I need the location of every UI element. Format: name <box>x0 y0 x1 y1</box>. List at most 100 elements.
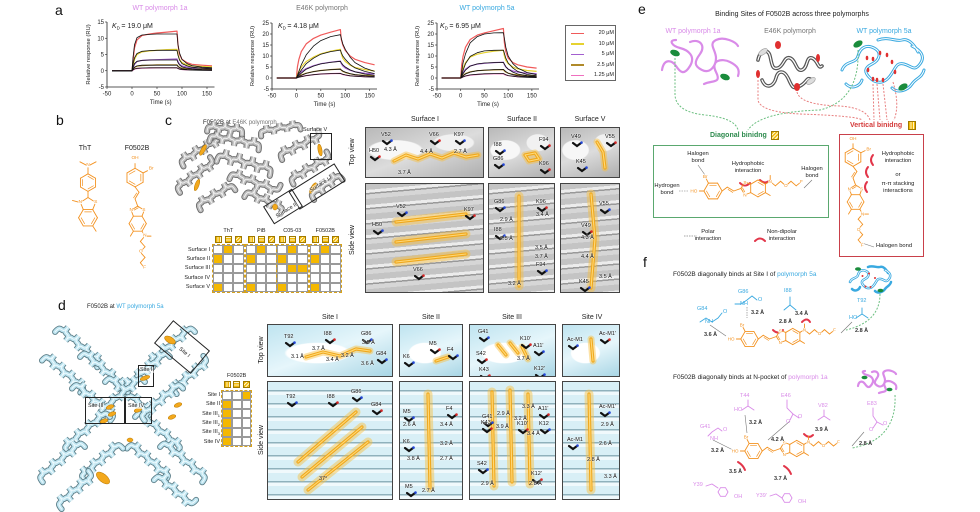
kd-value: = 19.0 μM <box>121 23 153 30</box>
residue-stick <box>454 139 466 146</box>
ligand-highlight <box>527 393 531 485</box>
table-cell <box>287 245 298 255</box>
residue-atom <box>548 428 551 431</box>
y-tick-label: 10 <box>97 36 104 42</box>
table-row-label: Site I <box>180 392 220 398</box>
residue-stick <box>376 358 388 365</box>
legend-label: 5 μM <box>601 51 614 57</box>
residue-stick <box>481 427 493 434</box>
legend-swatch <box>571 74 584 76</box>
top-view-1: K6 M5 F4 <box>399 324 463 377</box>
table-cell <box>320 254 331 264</box>
table-cell <box>233 273 244 283</box>
kd-symbol: K <box>278 23 283 30</box>
residue-stick <box>599 338 611 345</box>
residue-stick <box>478 336 490 343</box>
residue-label: V49 <box>581 223 591 229</box>
title-highlight: WT polymorph 5a <box>116 304 164 310</box>
fibril-density <box>52 325 103 371</box>
legend-item: 1.25 μM <box>566 71 617 79</box>
residue-stick <box>286 401 298 408</box>
view-render <box>286 396 383 495</box>
residue-atom <box>503 234 506 237</box>
residue-label: G86 <box>361 331 372 337</box>
kd-symbol: K <box>112 23 117 30</box>
diagonal-binding-label: Diagonal binidng <box>710 132 767 139</box>
x-tick-label: 150 <box>527 94 538 100</box>
top-view-1: I88 F94 G86 K96 <box>488 127 555 178</box>
table-cell <box>320 263 331 274</box>
distance-label: 3.2 Å <box>508 281 521 287</box>
diagonal-binding-icon <box>332 236 339 243</box>
residue-atom <box>490 427 493 430</box>
view-column-header: Surface V <box>574 116 606 123</box>
table-cell <box>256 263 267 274</box>
residue-atom <box>588 286 591 289</box>
x-tick-label: -50 <box>268 94 277 100</box>
residue-atom <box>438 139 441 142</box>
legend-item: 2.5 μM <box>566 61 617 69</box>
table-cell <box>297 273 308 283</box>
view-render <box>372 209 476 281</box>
surface-v-box: Surface V <box>303 127 332 160</box>
residue-stick <box>371 409 383 416</box>
y-axis-label: Relative response (RU) <box>250 26 256 86</box>
table-cell <box>297 282 308 292</box>
kd-value: = 4.18 μM <box>287 23 319 30</box>
halogen-bond-label: Halogen bond <box>801 166 823 179</box>
site-box-label: Site I <box>177 346 191 360</box>
table-cell <box>213 254 224 264</box>
ligand-highlight <box>588 393 592 491</box>
table-cell <box>222 409 232 419</box>
table-cell <box>320 273 331 283</box>
fit-line-1 <box>276 49 375 79</box>
residue-atom <box>456 354 459 357</box>
view-render <box>477 385 551 491</box>
residue-label: Ac-M1' <box>599 331 616 337</box>
residue-atom <box>295 401 298 404</box>
residue-atom <box>414 491 417 494</box>
table-cell <box>330 282 341 292</box>
table-row-label: Surface V <box>185 284 210 291</box>
fragment-atom-label: O <box>869 427 874 433</box>
residue-stick <box>324 338 336 345</box>
distance-label: 3.7 Å <box>774 476 788 482</box>
distance-label: 2.8 Å <box>859 441 873 447</box>
residue-atom <box>485 358 488 361</box>
table-cell <box>297 263 308 274</box>
fragment-atom-label: O <box>723 427 728 433</box>
distance-label: 2.6 Å <box>403 422 416 428</box>
residue-atom <box>503 206 506 209</box>
residue-label: G84 <box>376 351 387 357</box>
distance-label: 3.4 Å <box>527 431 540 437</box>
fragment-atom-label: NH <box>705 319 713 325</box>
distance-label: 2.6 Å <box>599 441 612 447</box>
residue-label: K43 <box>479 367 489 373</box>
vertical-binding-icon <box>223 381 231 388</box>
residue-label: V52 <box>381 132 391 138</box>
table-row-label: Site III3 <box>180 429 220 437</box>
residue-label: G86 <box>494 199 505 205</box>
side-view-0: V52 K97 H50 V66 <box>365 183 484 293</box>
residue-stick <box>403 446 415 453</box>
table-cell <box>256 282 267 292</box>
fit-line-4 <box>441 73 537 79</box>
residue-atom <box>491 421 494 424</box>
view-column-header: Site I <box>322 314 338 321</box>
residue-atom <box>548 168 551 171</box>
residue-label: Ac-M1 <box>567 437 583 443</box>
legend-label: 2.5 μM <box>597 61 614 68</box>
residue-label: F4 <box>446 406 453 412</box>
residue-label: V55 <box>599 201 609 207</box>
y-tick-label: 0 <box>266 76 270 82</box>
panel-letter-a: a <box>55 2 63 18</box>
y-tick-label: 0 <box>101 69 105 75</box>
residue-stick <box>571 141 583 148</box>
table-group-header: C05-03 <box>283 228 302 234</box>
residue-label: S42 <box>477 461 487 467</box>
view-render <box>567 389 611 495</box>
legend-swatch <box>571 43 584 45</box>
residue-stick <box>494 206 506 213</box>
residue-stick <box>599 411 611 418</box>
